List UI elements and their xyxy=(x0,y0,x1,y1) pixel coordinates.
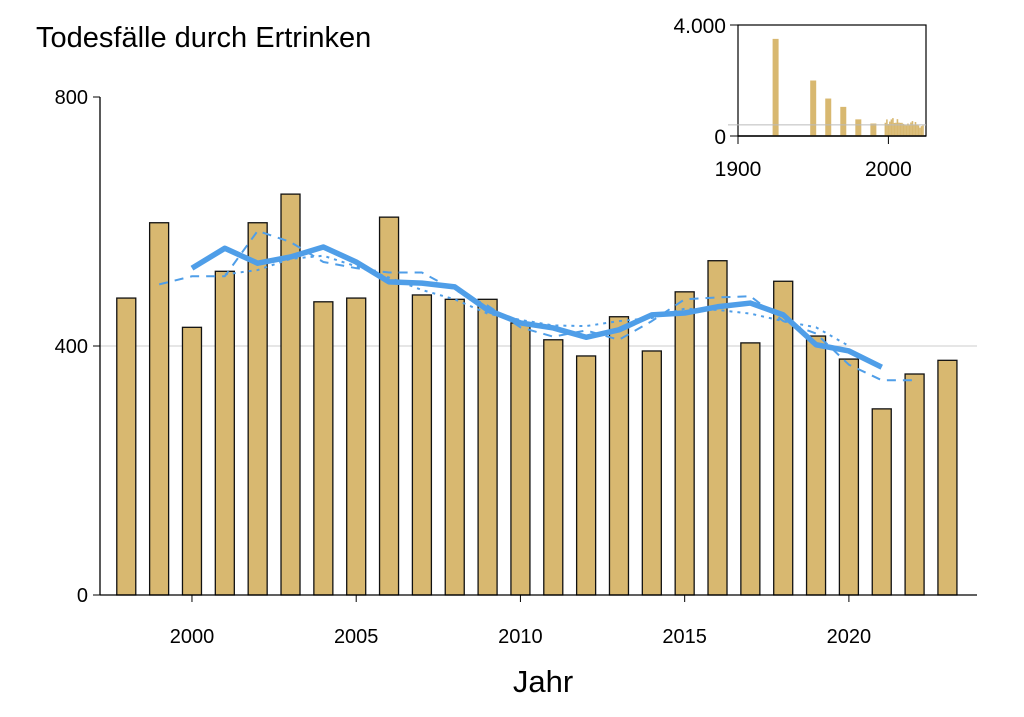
bar-2002 xyxy=(247,222,268,596)
inset-bar-2020 xyxy=(917,125,920,136)
bar-2005 xyxy=(346,297,367,596)
inset-bar-2002 xyxy=(890,119,893,136)
inset-bar-2021 xyxy=(919,127,921,136)
bar-2007 xyxy=(411,294,433,596)
bar-2001 xyxy=(214,270,235,596)
inset-bar-2014 xyxy=(908,125,911,136)
bar-2022 xyxy=(904,373,925,596)
inset-bar-1980 xyxy=(855,119,862,136)
inset-bar-2004 xyxy=(893,122,896,136)
bar-2018 xyxy=(773,280,794,596)
inset-bar-2018 xyxy=(914,122,917,136)
inset-bar-1970 xyxy=(840,106,847,136)
bar-2021 xyxy=(871,408,892,596)
bar-2006 xyxy=(378,216,400,596)
bar-2017 xyxy=(740,342,761,596)
inset-bar-2005 xyxy=(895,122,897,136)
inset-bar-2013 xyxy=(907,123,909,136)
inset-bar-2022 xyxy=(920,126,923,136)
inset-bar-2011 xyxy=(904,124,906,136)
inset-bar-2009 xyxy=(901,122,903,136)
inset-bar-2015 xyxy=(910,122,912,136)
bar-2004 xyxy=(313,301,334,596)
y-tick-label-400: 400 xyxy=(55,336,88,358)
inset-bar-2007 xyxy=(898,122,900,136)
line-moving-average-dotted xyxy=(224,254,850,347)
inset-bar-2019 xyxy=(916,124,918,136)
bar-2023 xyxy=(937,359,958,596)
bar-2011 xyxy=(543,339,564,596)
y-tick-label-800: 800 xyxy=(55,87,88,109)
inset-bar-2012 xyxy=(905,125,908,136)
inset-bar-2003 xyxy=(892,118,894,136)
chart-title: Todesfälle durch Ertrinken xyxy=(36,22,371,54)
inset-y-tick-label-4000: 4.000 xyxy=(673,15,726,38)
bar-2015 xyxy=(674,291,695,596)
inset-bar-2016 xyxy=(911,121,914,136)
inset-bar-2000 xyxy=(887,124,890,136)
inset-bar-2017 xyxy=(913,124,915,136)
y-tick-label-0: 0 xyxy=(77,585,88,607)
bar-2014 xyxy=(641,350,662,596)
x-tick-label-2010: 2010 xyxy=(498,626,543,648)
line-moving-average-dashed xyxy=(158,229,915,382)
bar-2000 xyxy=(181,326,203,596)
inset-bar-2008 xyxy=(899,122,902,136)
bar-2009 xyxy=(477,298,498,596)
inset-bar-1950 xyxy=(810,80,817,136)
bar-2013 xyxy=(608,316,630,596)
bar-1998 xyxy=(116,297,137,596)
inset-x-tick-label-2000: 2000 xyxy=(865,158,912,181)
bar-2010 xyxy=(510,322,531,596)
bar-2012 xyxy=(575,355,597,596)
bar-1999 xyxy=(148,222,170,596)
x-tick-label-2005: 2005 xyxy=(334,626,379,648)
inset-bar-1960 xyxy=(825,98,832,136)
inset-bar-1999 xyxy=(886,119,888,136)
inset-bar-2006 xyxy=(896,119,899,136)
inset-y-tick-label-0: 0 xyxy=(714,126,726,149)
bar-2020 xyxy=(838,358,860,596)
x-tick-label-2015: 2015 xyxy=(662,626,707,648)
inset-bar-1990 xyxy=(870,123,877,136)
inset-bar-2001 xyxy=(889,121,891,136)
inset-x-tick-label-1900: 1900 xyxy=(715,158,762,181)
bar-2019 xyxy=(805,335,827,596)
inset-bar-1925 xyxy=(772,38,779,136)
x-tick-label-2020: 2020 xyxy=(827,626,872,648)
bar-2008 xyxy=(444,298,465,596)
inset-frame xyxy=(737,24,927,137)
x-tick-label-2000: 2000 xyxy=(170,626,215,648)
inset-bar-2010 xyxy=(902,123,905,136)
inset-bar-2023 xyxy=(922,125,924,136)
inset-bar-1998 xyxy=(884,122,887,136)
x-axis-label: Jahr xyxy=(513,664,573,699)
